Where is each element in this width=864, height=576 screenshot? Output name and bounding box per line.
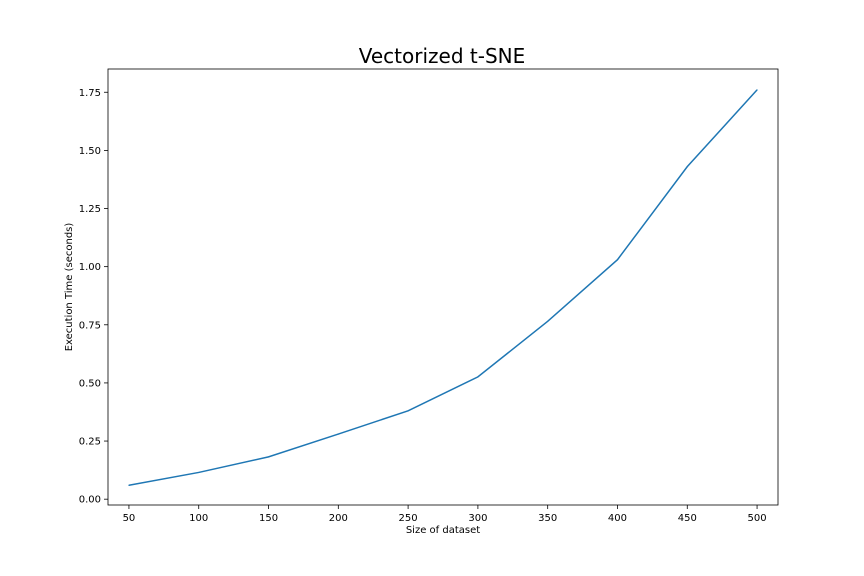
y-tick-label: 0.50 bbox=[79, 378, 101, 389]
y-tick-label: 0.75 bbox=[79, 320, 101, 331]
y-tick-label: 1.50 bbox=[79, 146, 101, 157]
data-point bbox=[756, 89, 758, 91]
x-axis-label: Size of dataset bbox=[406, 525, 480, 536]
chart-title: Vectorized t-SNE bbox=[359, 44, 526, 68]
data-point bbox=[267, 456, 270, 458]
y-tick-label: 1.00 bbox=[79, 262, 101, 273]
y-axis: 0.00 0.25 0.50 0.75 1.00 1.25 1.50 1.75 bbox=[79, 88, 108, 506]
data-point bbox=[337, 433, 339, 435]
y-tick-label: 1.75 bbox=[79, 88, 101, 99]
data-point bbox=[616, 259, 619, 261]
x-tick-label: 350 bbox=[538, 513, 557, 524]
y-tick-label: 0.00 bbox=[79, 495, 101, 506]
plot-frame bbox=[107, 68, 779, 506]
data-point bbox=[477, 376, 479, 378]
x-tick-label: 300 bbox=[468, 513, 487, 524]
y-tick-label: 1.25 bbox=[79, 204, 101, 215]
data-point bbox=[128, 484, 130, 486]
x-tick-label: 50 bbox=[123, 513, 136, 524]
x-tick-label: 150 bbox=[259, 513, 278, 524]
x-tick-label: 100 bbox=[189, 513, 208, 524]
plot-area bbox=[128, 89, 758, 486]
x-axis: 50 100 150 200 250 300 350 400 450 500 bbox=[123, 505, 767, 524]
data-point bbox=[407, 410, 409, 412]
x-tick-label: 450 bbox=[678, 513, 697, 524]
data-point bbox=[198, 471, 200, 474]
x-tick-label: 250 bbox=[399, 513, 418, 524]
x-tick-label: 200 bbox=[329, 513, 348, 524]
x-tick-label: 500 bbox=[748, 513, 767, 524]
data-point bbox=[686, 166, 688, 168]
y-tick-label: 0.25 bbox=[79, 437, 101, 448]
y-axis-label: Execution Time (seconds) bbox=[64, 223, 75, 352]
series-line bbox=[128, 89, 758, 486]
data-point bbox=[547, 320, 549, 322]
x-tick-label: 400 bbox=[608, 513, 627, 524]
